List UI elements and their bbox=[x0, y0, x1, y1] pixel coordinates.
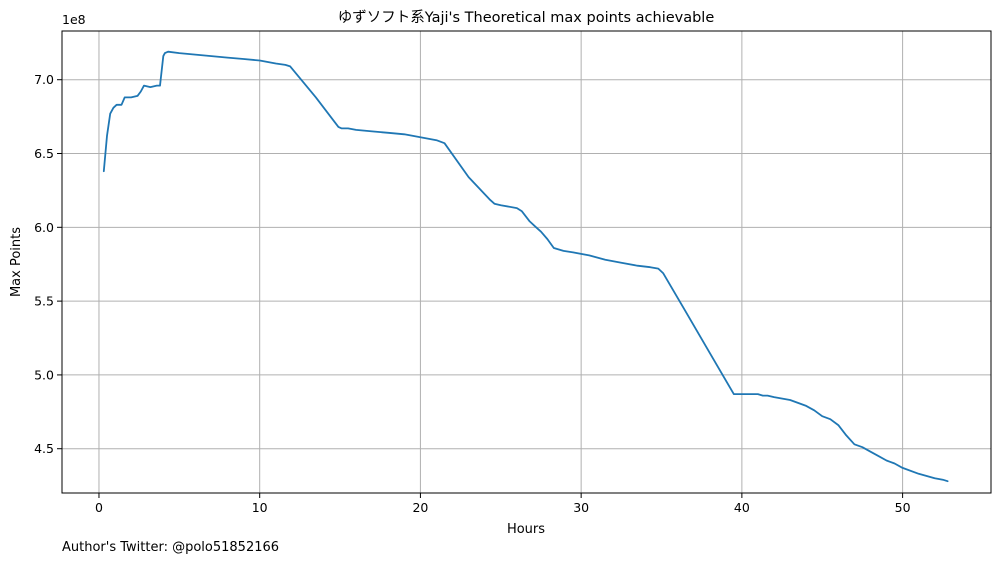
series-line bbox=[102, 50, 949, 483]
y-tick-label: 5.0 bbox=[34, 367, 54, 382]
chart-title: ゆずソフト系Yaji's Theoretical max points achi… bbox=[338, 9, 715, 26]
x-tick-label: 0 bbox=[95, 500, 103, 515]
plot-frame bbox=[61, 30, 992, 494]
grid-lines bbox=[62, 31, 991, 493]
x-tick-label: 30 bbox=[573, 500, 589, 515]
x-tick-label: 10 bbox=[252, 500, 268, 515]
y-tick-label: 6.0 bbox=[34, 220, 54, 235]
x-tick-label: 20 bbox=[412, 500, 428, 515]
x-tick-label: 50 bbox=[895, 500, 911, 515]
axis-ticks: 0 10 20 30 40 50 4.5 5.0 5.5 6.0 6.5 7.0 bbox=[34, 72, 910, 515]
y-tick-label: 5.5 bbox=[34, 294, 54, 309]
y-axis-label: Max Points bbox=[9, 227, 24, 297]
y-multiplier-label: 1e8 bbox=[62, 12, 86, 27]
y-tick-label: 6.5 bbox=[34, 146, 54, 161]
author-footnote: Author's Twitter: @polo51852166 bbox=[62, 540, 279, 555]
y-tick-label: 7.0 bbox=[34, 72, 54, 87]
x-axis-label: Hours bbox=[507, 522, 545, 537]
x-tick-label: 40 bbox=[734, 500, 750, 515]
series-layer bbox=[102, 50, 949, 483]
y-tick-label: 4.5 bbox=[34, 441, 54, 456]
